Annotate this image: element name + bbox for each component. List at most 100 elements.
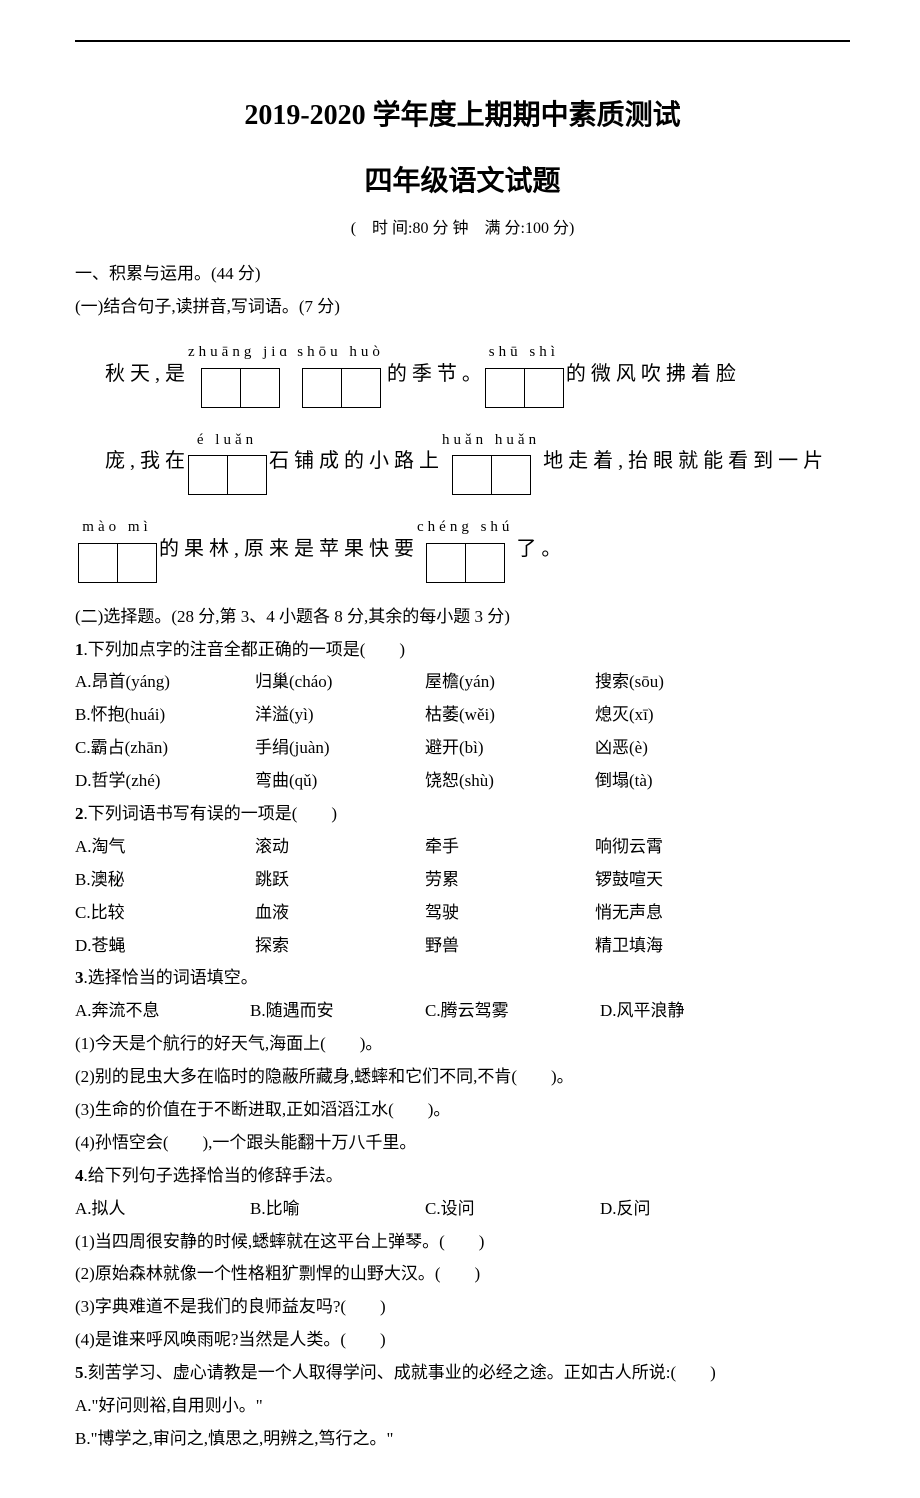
pinyin-text: mào mì bbox=[82, 515, 151, 541]
pinyin-text: huǎn huǎn bbox=[442, 428, 540, 454]
boxes bbox=[485, 368, 563, 408]
char-box bbox=[452, 455, 492, 495]
q5-stem-text: .刻苦学习、虚心请教是一个人取得学问、成就事业的必经之途。正如古人所说:( ) bbox=[84, 1363, 716, 1382]
q3-stem-text: .选择恰当的词语填空。 bbox=[84, 968, 258, 987]
opt-cell: D.哲学(zhé) bbox=[75, 767, 255, 796]
opt-cell: C.比较 bbox=[75, 899, 255, 928]
opt-cell: 驾驶 bbox=[425, 899, 595, 928]
title-main: 2019-2020 学年度上期期中素质测试 bbox=[75, 92, 850, 140]
opt-cell: C.腾云驾雾 bbox=[425, 997, 600, 1026]
q4-sub-1: (1)当四周很安静的时候,蟋蟀就在这平台上弹琴。( ) bbox=[75, 1228, 850, 1257]
opt-cell: 牵手 bbox=[425, 833, 595, 862]
q3-sub-3: (3)生命的价值在于不断进取,正如滔滔江水( )。 bbox=[75, 1096, 850, 1125]
opt-cell: 倒塌(tà) bbox=[595, 767, 850, 796]
opt-cell: 弯曲(qǔ) bbox=[255, 767, 425, 796]
boxes bbox=[426, 543, 504, 583]
q4-sub-4: (4)是谁来呼风唤雨呢?当然是人类。( ) bbox=[75, 1326, 850, 1355]
q5-stem: 5.刻苦学习、虚心请教是一个人取得学问、成就事业的必经之途。正如古人所说:( ) bbox=[75, 1359, 850, 1388]
q5-opt-a: A."好问则裕,自用则小。" bbox=[75, 1392, 850, 1421]
fill-text: 石 铺 成 的 小 路 上 bbox=[269, 444, 439, 478]
char-box bbox=[78, 543, 118, 583]
part-2-heading: (二)选择题。(28 分,第 3、4 小题各 8 分,其余的每小题 3 分) bbox=[75, 603, 850, 632]
opt-cell: B.澳秘 bbox=[75, 866, 255, 895]
opt-cell: 探索 bbox=[255, 932, 425, 961]
opt-cell: 饶恕(shù) bbox=[425, 767, 595, 796]
pinyin-group: chéng shú bbox=[417, 515, 513, 583]
pinyin-group: huǎn huǎn bbox=[442, 428, 540, 496]
q1-opt-d: D.哲学(zhé) 弯曲(qǔ) 饶恕(shù) 倒塌(tà) bbox=[75, 767, 850, 796]
opt-cell: D.苍蝇 bbox=[75, 932, 255, 961]
q3-sub-4: (4)孙悟空会( ),一个跟头能翻十万八千里。 bbox=[75, 1129, 850, 1158]
char-box bbox=[485, 368, 525, 408]
opt-cell: 枯萎(wěi) bbox=[425, 701, 595, 730]
opt-cell: B.比喻 bbox=[250, 1195, 425, 1224]
pinyin-group: é luǎn bbox=[188, 428, 266, 496]
q3-sub-1: (1)今天是个航行的好天气,海面上( )。 bbox=[75, 1030, 850, 1059]
q4-stem-text: .给下列句子选择恰当的修辞手法。 bbox=[84, 1166, 343, 1185]
q4-sub-2: (2)原始森林就像一个性格粗犷剽悍的山野大汉。( ) bbox=[75, 1260, 850, 1289]
opt-cell: 凶恶(è) bbox=[595, 734, 850, 763]
opt-cell: A.拟人 bbox=[75, 1195, 250, 1224]
q1-stem: 1.下列加点字的注音全都正确的一项是( ) bbox=[75, 636, 850, 665]
pinyin-text: chéng shú bbox=[417, 515, 513, 541]
pinyin-group: mào mì bbox=[78, 515, 156, 583]
q4-stem: 4.给下列句子选择恰当的修辞手法。 bbox=[75, 1162, 850, 1191]
q3-opts: A.奔流不息 B.随遇而安 C.腾云驾雾 D.风平浪静 bbox=[75, 997, 850, 1026]
opt-cell: 避开(bì) bbox=[425, 734, 595, 763]
meta-line: ( 时 间:80 分 钟 满 分:100 分) bbox=[75, 215, 850, 242]
opt-cell: 悄无声息 bbox=[595, 899, 850, 928]
opt-cell: A.淘气 bbox=[75, 833, 255, 862]
fill-text: 的 季 节 。 bbox=[387, 357, 482, 391]
fill-text: 的 果 林 , 原 来 是 苹 果 快 要 bbox=[159, 532, 414, 566]
char-box bbox=[465, 543, 505, 583]
pinyin-text: shōu huò bbox=[297, 340, 384, 366]
char-box bbox=[426, 543, 466, 583]
opt-cell: 野兽 bbox=[425, 932, 595, 961]
opt-cell: D.风平浪静 bbox=[600, 997, 775, 1026]
fill-text: 秋 天 , 是 bbox=[105, 357, 185, 391]
char-box bbox=[227, 455, 267, 495]
section-1-heading: 一、积累与运用。(44 分) bbox=[75, 260, 850, 289]
part-1-heading: (一)结合句子,读拼音,写词语。(7 分) bbox=[75, 293, 850, 322]
fill-row-2: 庞 , 我 在 é luǎn 石 铺 成 的 小 路 上 huǎn huǎn 地… bbox=[105, 428, 850, 496]
opt-cell: 劳累 bbox=[425, 866, 595, 895]
q4-sub-3: (3)字典难道不是我们的良师益友吗?( ) bbox=[75, 1293, 850, 1322]
char-box bbox=[341, 368, 381, 408]
char-box bbox=[240, 368, 280, 408]
opt-cell: C.设问 bbox=[425, 1195, 600, 1224]
q3-sub-2: (2)别的昆虫大多在临时的隐蔽所藏身,蟋蟀和它们不同,不肯( )。 bbox=[75, 1063, 850, 1092]
char-box bbox=[188, 455, 228, 495]
char-box bbox=[491, 455, 531, 495]
pinyin-group: shōu huò bbox=[297, 340, 384, 408]
top-border bbox=[75, 40, 850, 42]
q5-opt-b: B."博学之,审问之,慎思之,明辨之,笃行之。" bbox=[75, 1425, 850, 1454]
fill-row-1: 秋 天 , 是 zhuāng jiɑ shōu huò 的 季 节 。 shū … bbox=[105, 340, 850, 408]
fill-text: 的 微 风 吹 拂 着 脸 bbox=[566, 357, 736, 391]
opt-cell: 精卫填海 bbox=[595, 932, 850, 961]
q3-stem: 3.选择恰当的词语填空。 bbox=[75, 964, 850, 993]
opt-cell: 归巢(cháo) bbox=[255, 668, 425, 697]
q1-stem-text: .下列加点字的注音全都正确的一项是( ) bbox=[84, 640, 406, 659]
char-box bbox=[201, 368, 241, 408]
q4-opts: A.拟人 B.比喻 C.设问 D.反问 bbox=[75, 1195, 850, 1224]
opt-cell: 锣鼓喧天 bbox=[595, 866, 850, 895]
fill-text: 地 走 着 , 抬 眼 就 能 看 到 一 片 bbox=[543, 444, 823, 478]
q2-opt-c: C.比较 血液 驾驶 悄无声息 bbox=[75, 899, 850, 928]
fill-text: 了 。 bbox=[516, 532, 561, 566]
opt-cell: D.反问 bbox=[600, 1195, 775, 1224]
char-box bbox=[524, 368, 564, 408]
boxes bbox=[201, 368, 279, 408]
pinyin-text: zhuāng jiɑ bbox=[188, 340, 291, 366]
char-box bbox=[302, 368, 342, 408]
opt-cell: 滚动 bbox=[255, 833, 425, 862]
boxes bbox=[78, 543, 156, 583]
pinyin-group: shū shì bbox=[485, 340, 563, 408]
q2-opt-d: D.苍蝇 探索 野兽 精卫填海 bbox=[75, 932, 850, 961]
opt-cell: B.怀抱(huái) bbox=[75, 701, 255, 730]
title-sub: 四年级语文试题 bbox=[75, 158, 850, 206]
pinyin-text: shū shì bbox=[489, 340, 559, 366]
q1-opt-c: C.霸占(zhān) 手绢(juàn) 避开(bì) 凶恶(è) bbox=[75, 734, 850, 763]
q2-opt-a: A.淘气 滚动 牵手 响彻云霄 bbox=[75, 833, 850, 862]
q2-opt-b: B.澳秘 跳跃 劳累 锣鼓喧天 bbox=[75, 866, 850, 895]
pinyin-text: é luǎn bbox=[197, 428, 257, 454]
